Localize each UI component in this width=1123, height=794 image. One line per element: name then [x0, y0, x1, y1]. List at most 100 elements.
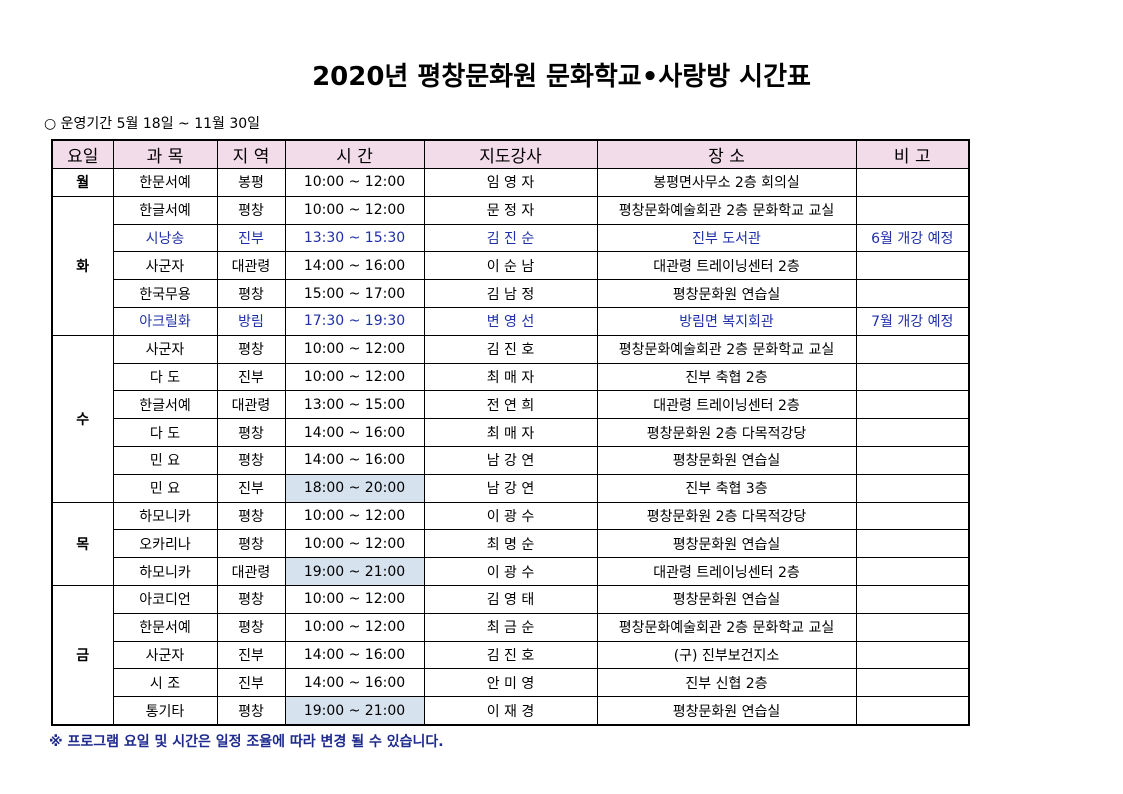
place-cell: 평창문화원 연습실 [596, 445, 857, 475]
teacher-cell: 이 순 남 [423, 251, 598, 281]
place-cell: 평창문화원 2층 다목적강당 [596, 418, 857, 447]
region-cell: 진부 [216, 223, 286, 253]
teacher-cell: 남 강 연 [423, 473, 598, 503]
header-subject: 과 목 [112, 139, 218, 169]
time-cell: 13:00 ~ 15:00 [284, 390, 425, 420]
teacher-cell: 최 매 자 [423, 362, 598, 392]
time-cell: 19:00 ~ 21:00 [284, 557, 425, 586]
header-place: 장 소 [596, 139, 857, 169]
region-cell: 대관령 [216, 557, 286, 586]
time-cell: 10:00 ~ 12:00 [284, 529, 425, 559]
place-cell: 평창문화예술회관 2층 문화학교 교실 [596, 612, 857, 642]
time-cell: 17:30 ~ 19:30 [284, 306, 425, 336]
header-note: 비 고 [855, 139, 970, 169]
region-cell: 대관령 [216, 390, 286, 420]
header-day: 요일 [51, 139, 114, 169]
time-cell: 14:00 ~ 16:00 [284, 445, 425, 475]
table-row: 아크릴화 방림 17:30 ~ 19:30 변 영 선 방림면 복지회관 7월 개강 예정 [52, 306, 970, 336]
place-cell: 평창문화원 연습실 [596, 279, 857, 308]
note-cell [855, 696, 970, 726]
table-row: 사군자 대관령 14:00 ~ 16:00 이 순 남 대관령 트레이닝센터 2층 [52, 251, 970, 281]
table-row: 민 요 평창 14:00 ~ 16:00 남 강 연 평창문화원 연습실 [52, 445, 970, 475]
time-cell: 18:00 ~ 20:00 [284, 473, 425, 503]
table-row: 시낭송 진부 13:30 ~ 15:30 김 진 순 진부 도서관 6월 개강 예정 [52, 223, 970, 253]
place-cell: 평창문화원 연습실 [596, 529, 857, 559]
teacher-cell: 변 영 선 [423, 306, 598, 336]
day-cell: 월 [51, 168, 114, 197]
place-cell: 대관령 트레이닝센터 2층 [596, 390, 857, 420]
table-row: 다 도 평창 14:00 ~ 16:00 최 매 자 평창문화원 2층 다목적강당 [52, 418, 970, 447]
note-cell [855, 612, 970, 642]
place-cell: 진부 축협 2층 [596, 362, 857, 392]
time-cell: 14:00 ~ 16:00 [284, 251, 425, 281]
subject-cell: 사군자 [112, 640, 218, 670]
teacher-cell: 문 정 자 [423, 195, 598, 225]
note-cell [855, 445, 970, 475]
time-cell: 19:00 ~ 21:00 [284, 696, 425, 726]
table-row: 통기타 평창 19:00 ~ 21:00 이 재 경 평창문화원 연습실 [52, 696, 970, 726]
table-row: 하모니카 대관령 19:00 ~ 21:00 이 광 수 대관령 트레이닝센터 2층 [52, 557, 970, 586]
time-cell: 10:00 ~ 12:00 [284, 501, 425, 531]
time-cell: 10:00 ~ 12:00 [284, 334, 425, 364]
note-cell [855, 334, 970, 364]
teacher-cell: 최 매 자 [423, 418, 598, 447]
teacher-cell: 안 미 영 [423, 668, 598, 698]
place-cell: 평창문화예술회관 2층 문화학교 교실 [596, 334, 857, 364]
teacher-cell: 이 광 수 [423, 557, 598, 586]
region-cell: 평창 [216, 279, 286, 308]
place-cell: 방림면 복지회관 [596, 306, 857, 336]
place-cell: 진부 도서관 [596, 223, 857, 253]
teacher-cell: 김 진 호 [423, 640, 598, 670]
day-cell: 금 [51, 584, 114, 726]
region-cell: 평창 [216, 584, 286, 614]
subject-cell: 사군자 [112, 251, 218, 281]
table-row: 월 한문서예 봉평 10:00 ~ 12:00 임 영 자 봉평면사무소 2층 회의실 [51, 168, 970, 197]
time-cell: 10:00 ~ 12:00 [284, 168, 425, 197]
time-cell: 10:00 ~ 12:00 [284, 195, 425, 225]
table-row: 시 조 진부 14:00 ~ 16:00 안 미 영 진부 신협 2층 [52, 668, 970, 698]
table-row: 화 한글서예 평창 10:00 ~ 12:00 문 정 자 평창문화예술회관 2층 문화학… [51, 195, 970, 336]
note-cell [855, 473, 970, 503]
subject-cell: 한문서예 [112, 168, 218, 197]
region-cell: 대관령 [216, 251, 286, 281]
table-row: 다 도 진부 10:00 ~ 12:00 최 매 자 진부 축협 2층 [52, 362, 970, 392]
place-cell: 봉평면사무소 2층 회의실 [596, 168, 857, 197]
subject-cell: 하모니카 [112, 557, 218, 586]
table-row: 금 아코디언 평창 10:00 ~ 12:00 김 영 태 평창문화원 연습실 [51, 584, 970, 726]
place-cell: 진부 축협 3층 [596, 473, 857, 503]
note-cell [855, 668, 970, 698]
day-cell: 목 [51, 501, 114, 586]
teacher-cell: 김 진 순 [423, 223, 598, 253]
subject-cell: 통기타 [112, 696, 218, 726]
table-row: 목 하모니카 평창 10:00 ~ 12:00 이 광 수 평창문화원 2층 다목적강당 [51, 501, 970, 586]
time-cell: 14:00 ~ 16:00 [284, 668, 425, 698]
schedule-table: 요일 과 목 지 역 시 간 지도강사 장 소 비 고 월 한문서예 봉평 10:00… [51, 139, 970, 726]
note-cell [855, 584, 970, 614]
subject-cell: 한글서예 [112, 195, 218, 225]
note-cell [855, 279, 970, 308]
time-cell: 14:00 ~ 16:00 [284, 418, 425, 447]
note-cell [855, 640, 970, 670]
teacher-cell: 전 연 희 [423, 390, 598, 420]
subject-cell: 한국무용 [112, 279, 218, 308]
place-cell: 평창문화원 2층 다목적강당 [596, 501, 857, 531]
time-cell: 10:00 ~ 12:00 [284, 584, 425, 614]
time-cell: 13:30 ~ 15:30 [284, 223, 425, 253]
note-cell [855, 168, 970, 197]
place-cell: 평창문화예술회관 2층 문화학교 교실 [596, 195, 857, 225]
subject-cell: 시낭송 [112, 223, 218, 253]
place-cell: 진부 신협 2층 [596, 668, 857, 698]
subject-cell: 사군자 [112, 334, 218, 364]
subject-cell: 한글서예 [112, 390, 218, 420]
place-cell: 평창문화원 연습실 [596, 584, 857, 614]
note-cell [855, 557, 970, 586]
subject-cell: 다 도 [112, 362, 218, 392]
region-cell: 평창 [216, 195, 286, 225]
table-row: 한글서예 대관령 13:00 ~ 15:00 전 연 희 대관령 트레이닝센터 2층 [52, 390, 970, 420]
teacher-cell: 최 명 순 [423, 529, 598, 559]
note-cell [855, 251, 970, 281]
place-cell: 대관령 트레이닝센터 2층 [596, 557, 857, 586]
note-cell: 6월 개강 예정 [855, 223, 970, 253]
subject-cell: 오카리나 [112, 529, 218, 559]
header-row: 요일 과 목 지 역 시 간 지도강사 장 소 비 고 [51, 139, 970, 169]
